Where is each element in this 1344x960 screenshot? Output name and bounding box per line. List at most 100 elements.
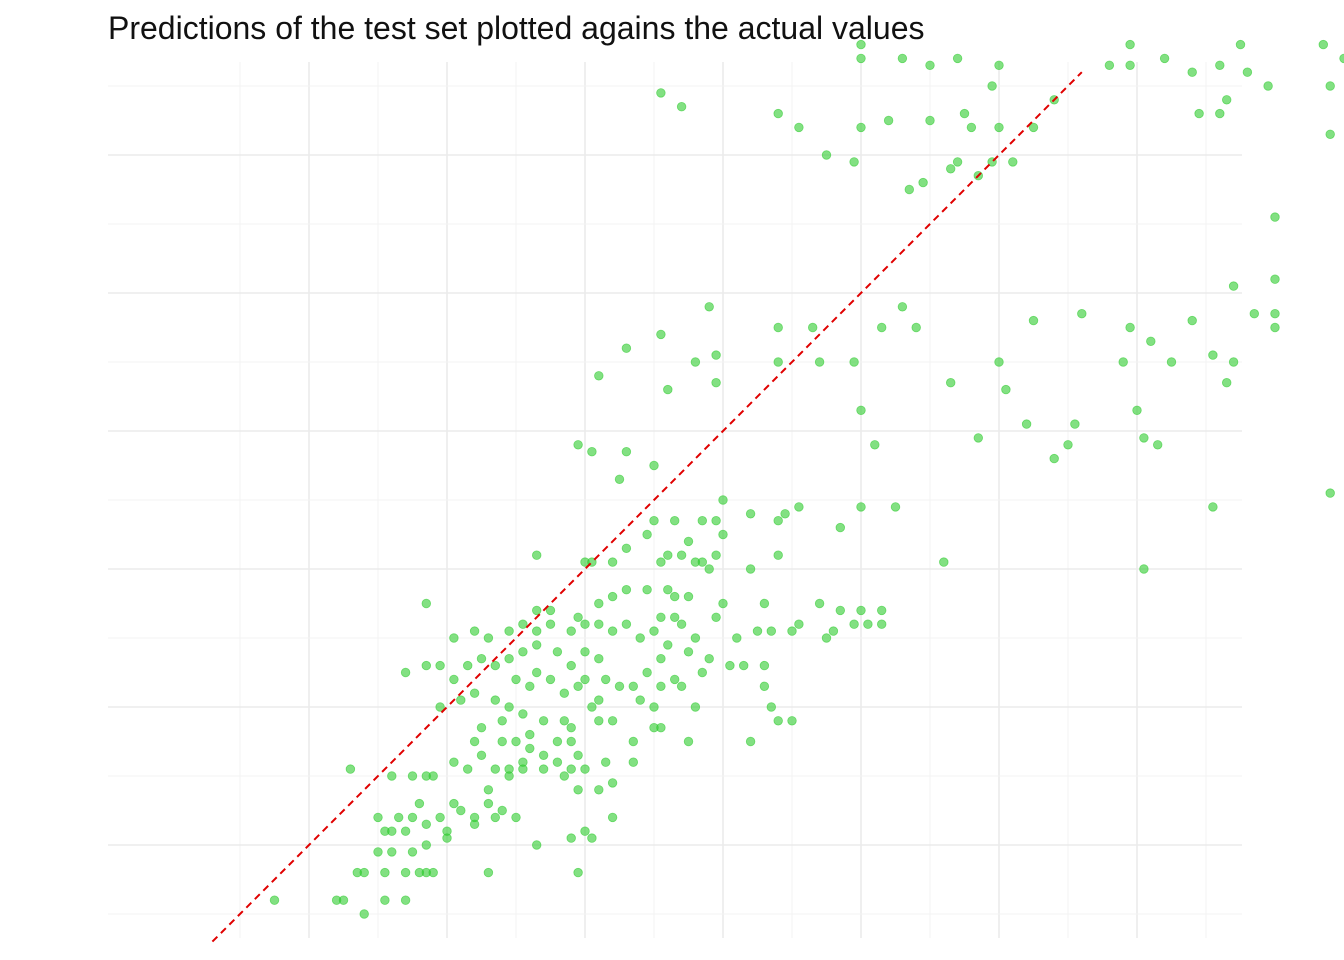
data-point	[1125, 60, 1135, 71]
data-point	[773, 108, 783, 119]
data-point	[1228, 357, 1239, 367]
data-point	[435, 812, 445, 823]
data-point	[745, 736, 756, 747]
data-point	[1021, 419, 1032, 429]
data-point	[1118, 357, 1128, 367]
data-point	[511, 674, 521, 685]
data-point	[594, 716, 604, 726]
data-point	[559, 688, 570, 698]
data-point	[649, 702, 659, 712]
data-point	[559, 716, 570, 726]
data-point	[849, 357, 859, 367]
data-point	[897, 53, 908, 64]
data-point	[338, 895, 349, 905]
data-point	[483, 785, 494, 795]
data-point	[421, 819, 432, 830]
data-point	[587, 447, 597, 457]
data-point	[821, 150, 832, 160]
data-point	[532, 640, 542, 650]
data-point	[1008, 157, 1018, 167]
data-point	[780, 509, 790, 519]
data-point	[711, 612, 721, 623]
data-point	[490, 695, 501, 705]
data-point	[469, 819, 480, 830]
data-point	[718, 529, 728, 540]
data-point	[697, 516, 708, 526]
data-point	[538, 750, 549, 761]
data-point	[532, 840, 542, 850]
data-point	[1221, 95, 1232, 105]
data-point	[656, 681, 666, 692]
data-point	[1208, 502, 1218, 512]
data-point	[483, 798, 494, 809]
data-point	[856, 122, 866, 133]
data-point	[532, 667, 542, 678]
data-point	[987, 81, 997, 91]
data-point	[925, 60, 935, 71]
data-point	[400, 867, 411, 878]
data-point	[1325, 81, 1335, 91]
data-point	[573, 785, 583, 795]
data-point	[1166, 357, 1177, 367]
data-point	[566, 833, 576, 843]
data-point	[573, 612, 583, 623]
data-point	[814, 357, 825, 367]
data-point	[828, 626, 839, 636]
data-point	[939, 557, 949, 567]
data-point	[856, 53, 866, 64]
data-point	[1325, 129, 1335, 140]
data-point	[690, 357, 701, 367]
data-point	[449, 674, 459, 685]
data-point	[552, 757, 563, 767]
data-point	[601, 674, 611, 685]
data-point	[428, 867, 438, 878]
data-point	[952, 157, 963, 167]
data-point	[442, 826, 452, 836]
data-point	[525, 729, 535, 740]
data-point	[890, 502, 901, 512]
data-point	[904, 184, 915, 195]
data-point	[373, 812, 383, 823]
data-point	[607, 626, 618, 636]
data-point	[1215, 60, 1225, 71]
data-point	[711, 378, 721, 388]
data-point	[497, 736, 507, 747]
data-point	[628, 757, 639, 767]
data-point	[683, 536, 694, 547]
data-point	[794, 122, 804, 133]
data-point	[952, 53, 963, 64]
data-point	[483, 633, 494, 643]
data-point	[621, 585, 632, 595]
data-point	[683, 736, 694, 747]
data-point	[849, 157, 859, 167]
data-point	[621, 619, 632, 629]
data-point	[400, 826, 411, 836]
data-point	[456, 695, 466, 705]
data-point	[1132, 405, 1142, 416]
data-point	[877, 619, 887, 629]
data-point	[766, 702, 777, 712]
data-point	[387, 826, 397, 836]
data-point	[573, 867, 583, 878]
data-point	[421, 598, 432, 609]
data-point	[883, 115, 894, 126]
data-point	[463, 764, 473, 774]
data-point	[1228, 281, 1239, 291]
data-point	[490, 764, 501, 774]
data-point	[649, 516, 659, 526]
data-point	[711, 350, 721, 360]
data-point	[469, 688, 480, 698]
data-point	[497, 805, 507, 816]
data-point	[808, 322, 818, 333]
data-point	[676, 681, 687, 692]
data-point	[538, 764, 549, 774]
data-point	[400, 895, 411, 905]
data-point	[518, 619, 528, 629]
data-point	[676, 550, 687, 560]
data-point	[835, 522, 846, 533]
data-point	[663, 550, 673, 560]
data-point	[649, 723, 659, 733]
data-point	[739, 660, 749, 671]
data-point	[1001, 384, 1011, 395]
data-point	[435, 660, 445, 671]
